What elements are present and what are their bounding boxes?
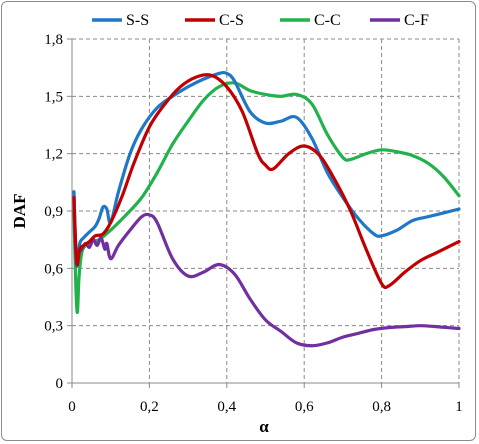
y-tick-label: 0,6 — [44, 261, 63, 277]
x-tick-label: 0 — [68, 399, 76, 415]
legend-label-c-f: C-F — [404, 12, 429, 29]
x-tick-label: 0,6 — [295, 399, 314, 415]
x-tick-label: 0,8 — [372, 399, 391, 415]
series-line-c-f — [72, 190, 461, 348]
y-tick-label: 1,2 — [44, 147, 63, 163]
series-line-s-s — [72, 70, 461, 268]
axes-layer — [67, 38, 460, 388]
legend-label-c-s: C-S — [219, 12, 244, 29]
legend: S-S C-S C-C C-F — [92, 12, 429, 29]
y-axis-title: DAF — [10, 194, 29, 229]
x-tick-label: 0,2 — [140, 399, 159, 415]
x-tick-label: 1 — [455, 399, 463, 415]
series-layer — [72, 70, 461, 348]
legend-label-c-c: C-C — [314, 12, 341, 29]
y-tick-label: 0,9 — [44, 204, 63, 220]
y-tick-label: 1,8 — [44, 32, 63, 48]
x-tick-label: 0,4 — [217, 399, 236, 415]
series-line-c-s — [72, 73, 461, 290]
x-axis-title: α — [259, 417, 269, 436]
tick-labels: 0 0,3 0,6 0,9 1,2 1,5 1,8 0 0,2 0,4 0,6 0,8 1 — [44, 32, 463, 415]
y-tick-label: 0 — [56, 376, 64, 392]
legend-label-s-s: S-S — [126, 12, 149, 29]
y-tick-label: 0,3 — [44, 319, 63, 335]
series-line-c-c — [72, 81, 461, 314]
y-tick-label: 1,5 — [44, 89, 63, 105]
